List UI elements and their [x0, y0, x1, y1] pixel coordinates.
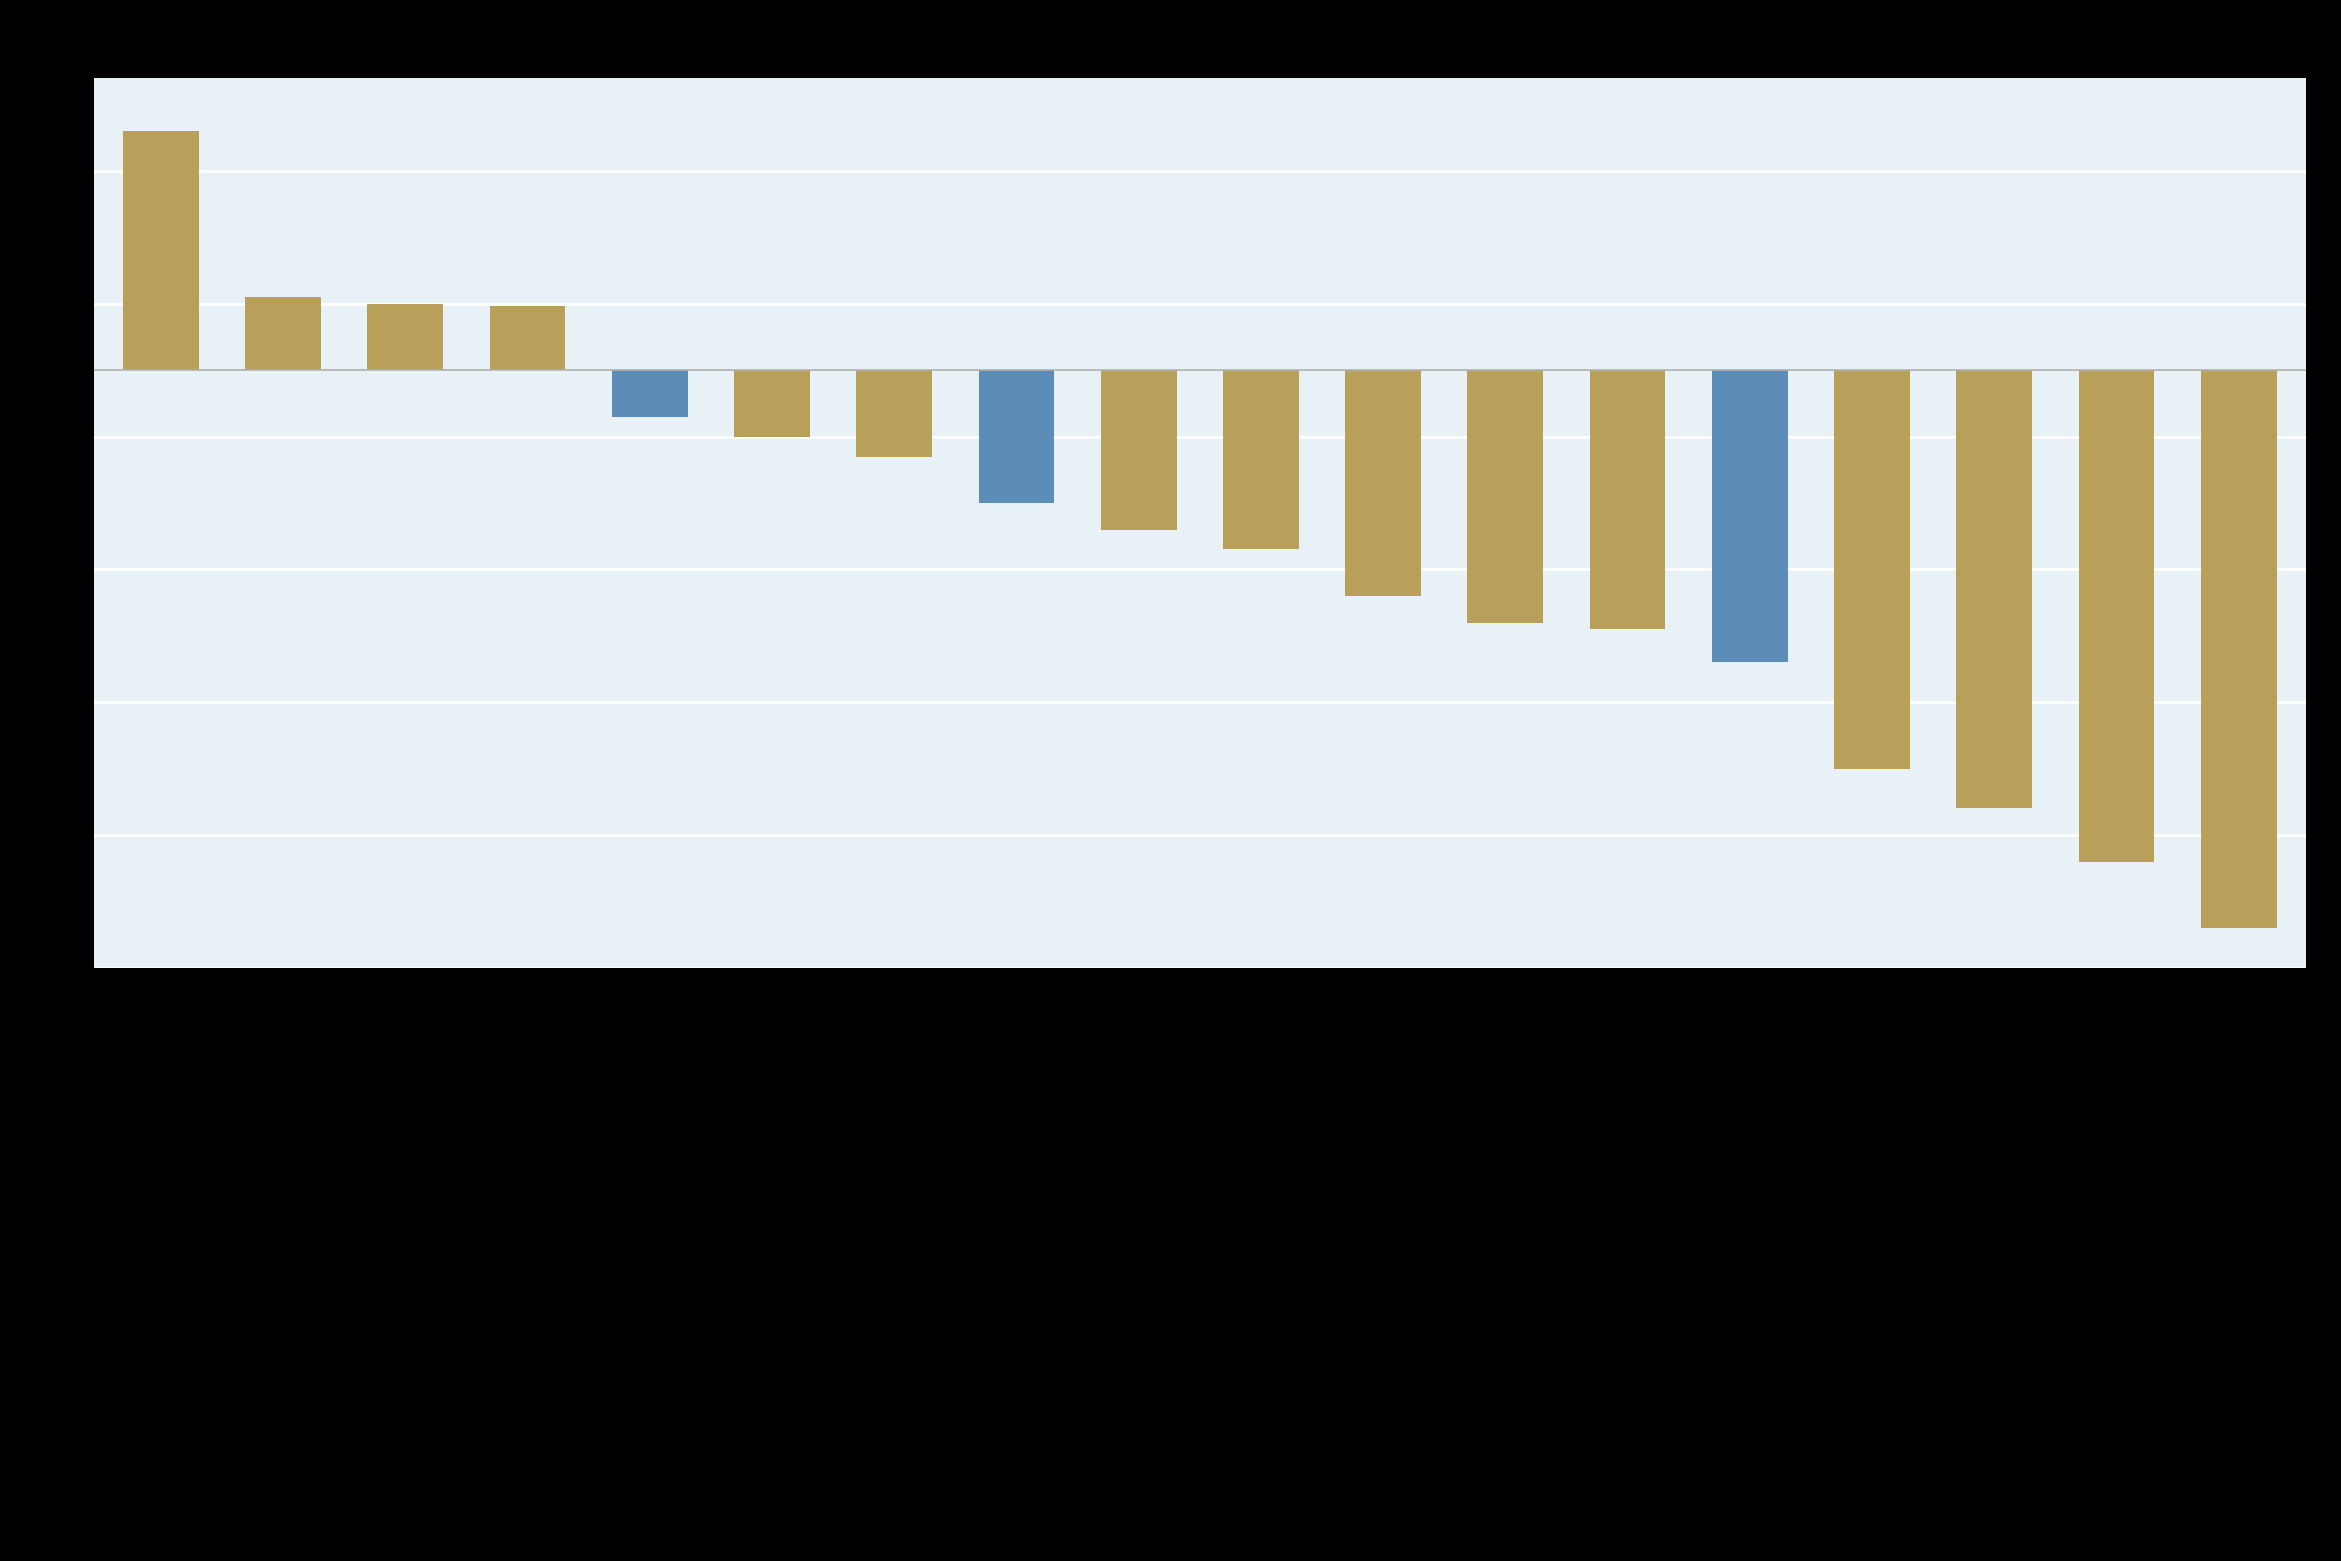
Bar — [735, 370, 810, 437]
Bar — [2201, 370, 2275, 927]
Bar — [611, 370, 688, 417]
Bar — [246, 297, 321, 370]
Bar — [1711, 370, 1789, 662]
Bar — [1468, 370, 1543, 623]
Bar — [1222, 370, 1299, 549]
Bar — [489, 306, 567, 370]
Bar — [1833, 370, 1910, 768]
Bar — [1100, 370, 1178, 529]
Bar — [979, 370, 1053, 503]
Bar — [1346, 370, 1421, 596]
Bar — [368, 304, 442, 370]
Bar — [1957, 370, 2032, 809]
Bar — [1590, 370, 1664, 629]
Bar — [857, 370, 932, 456]
Bar — [124, 131, 199, 370]
Bar — [2079, 370, 2154, 862]
